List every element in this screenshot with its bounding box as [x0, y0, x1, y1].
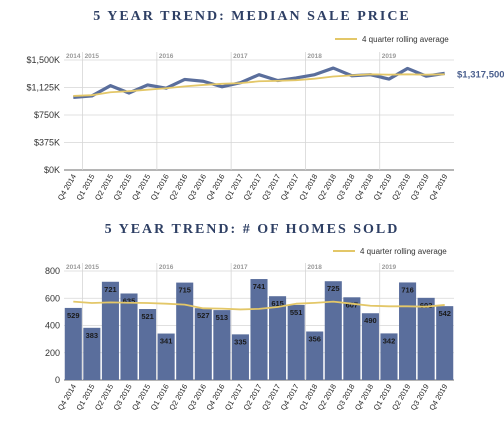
- y-tick-label: 800: [45, 266, 60, 276]
- bar-value-label: 603: [420, 301, 433, 310]
- bar: [120, 293, 138, 380]
- y-tick-label: $0K: [44, 165, 60, 175]
- bar: [380, 333, 398, 380]
- y-tick-label: 600: [45, 293, 60, 303]
- bar-value-label: 725: [327, 284, 340, 293]
- bar: [139, 309, 157, 380]
- homes-chart-title: 5 YEAR TREND: # OF HOMES SOLD: [104, 222, 400, 237]
- bar: [101, 281, 119, 380]
- legend-label: 4 quarter rolling average: [362, 35, 449, 44]
- bar-value-label: 607: [346, 300, 359, 309]
- price-chart-title: 5 YEAR TREND: MEDIAN SALE PRICE: [93, 9, 411, 24]
- year-label: 2019: [382, 264, 397, 271]
- year-label: 2017: [233, 264, 248, 271]
- year-label: 2016: [159, 53, 174, 60]
- bar-value-label: 490: [364, 316, 377, 325]
- y-tick-label: $1,125K: [26, 83, 60, 93]
- bar-value-label: 335: [234, 337, 247, 346]
- bar-value-label: 715: [178, 286, 191, 295]
- homes-sold-chart: 0 200 400 600 800 2014 2015 2016 2017 2018 2019 529…: [45, 247, 454, 412]
- end-value-label: $1,317,500: [457, 69, 504, 80]
- bar-value-label: 542: [438, 309, 451, 318]
- bar: [194, 308, 212, 380]
- bar: [64, 307, 82, 380]
- bar-value-label: 721: [104, 285, 117, 294]
- year-label: 2014: [66, 53, 81, 60]
- median-sale-price-chart: $0K $375K $750K $1,125K $1,500K 2014 2015 2016 2…: [26, 35, 504, 202]
- year-label: 2015: [85, 264, 100, 271]
- bar: [417, 297, 435, 380]
- bar: [157, 333, 175, 380]
- bar-value-label: 356: [308, 334, 321, 343]
- bar: [436, 306, 454, 380]
- bar: [361, 313, 379, 380]
- rolling-average-line: [73, 73, 445, 97]
- y-tick-label: 200: [45, 348, 60, 358]
- y-tick-label: 400: [45, 321, 60, 331]
- year-label: 2015: [85, 53, 100, 60]
- bar: [213, 310, 231, 380]
- bar: [83, 327, 101, 380]
- bar: [250, 279, 268, 380]
- year-label: 2014: [66, 264, 81, 271]
- bar: [343, 297, 361, 380]
- y-tick-label: $375K: [34, 138, 60, 148]
- bar-value-label: 615: [271, 299, 284, 308]
- bar-value-label: 521: [141, 312, 154, 321]
- bar-value-label: 635: [123, 296, 136, 305]
- bar-value-label: 342: [383, 336, 396, 345]
- bar-value-label: 716: [401, 285, 414, 294]
- bar-value-label: 529: [67, 311, 80, 320]
- y-tick-label: $1,500K: [26, 55, 60, 65]
- bar-value-label: 527: [197, 311, 210, 320]
- bar: [306, 331, 324, 380]
- bar: [176, 282, 194, 380]
- bar-value-label: 551: [290, 308, 303, 317]
- bar: [399, 282, 417, 380]
- y-tick-label: $750K: [34, 110, 60, 120]
- year-label: 2017: [233, 53, 248, 60]
- y-tick-label: 0: [55, 375, 60, 385]
- bar-value-label: 383: [86, 331, 99, 340]
- bar: [231, 334, 249, 380]
- bar-value-label: 741: [253, 282, 266, 291]
- bar: [269, 296, 287, 380]
- bar: [287, 304, 305, 380]
- bar-value-label: 513: [216, 313, 229, 322]
- rolling-average-line: [73, 300, 445, 311]
- median-price-line: [73, 66, 445, 99]
- year-label: 2016: [159, 264, 174, 271]
- bar: [324, 281, 342, 380]
- legend-label: 4 quarter rolling average: [360, 247, 447, 256]
- year-label: 2018: [307, 53, 322, 60]
- year-label: 2019: [382, 53, 397, 60]
- bar-value-label: 341: [160, 337, 173, 346]
- year-label: 2018: [307, 264, 322, 271]
